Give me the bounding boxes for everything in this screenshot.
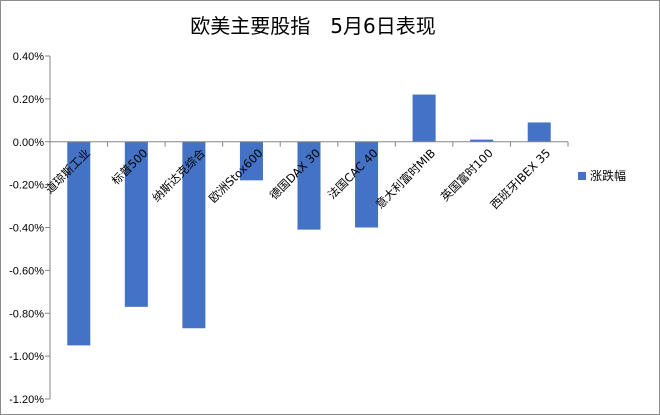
x-tick-label: 意大利富时MIB — [373, 146, 439, 212]
chart-title: 欧美主要股指 5月6日表现 — [190, 14, 435, 38]
bar — [297, 141, 321, 230]
plot-area: 0.40% 0.20% 0.00% -0.20% -0.40% -0.60% -0.80% -… — [9, 51, 569, 406]
bar — [470, 139, 494, 142]
legend-swatch — [578, 172, 586, 180]
y-tick-label: -0.20% — [9, 180, 44, 192]
bar — [527, 122, 551, 142]
y-tick-label: -1.00% — [9, 351, 44, 363]
bar — [239, 141, 263, 181]
bar — [182, 141, 206, 329]
x-tick-label: 西班牙IBEX 35 — [487, 146, 553, 212]
y-tick-label: 0.20% — [13, 94, 44, 106]
y-tick-label: 0.00% — [13, 137, 44, 149]
legend-label: 涨跌幅 — [590, 168, 626, 183]
x-tick-label: 英国富时100 — [438, 146, 496, 204]
bar — [67, 141, 91, 346]
bar — [355, 141, 379, 228]
bar — [412, 94, 436, 142]
y-tick-label: -0.40% — [9, 223, 44, 235]
y-tick-label: -0.60% — [9, 265, 44, 277]
bar — [124, 141, 148, 307]
legend: 涨跌幅 — [578, 168, 626, 183]
y-tick-label: -0.80% — [9, 308, 44, 320]
y-tick-label: -1.20% — [9, 394, 44, 406]
y-tick-label: 0.40% — [13, 51, 44, 63]
